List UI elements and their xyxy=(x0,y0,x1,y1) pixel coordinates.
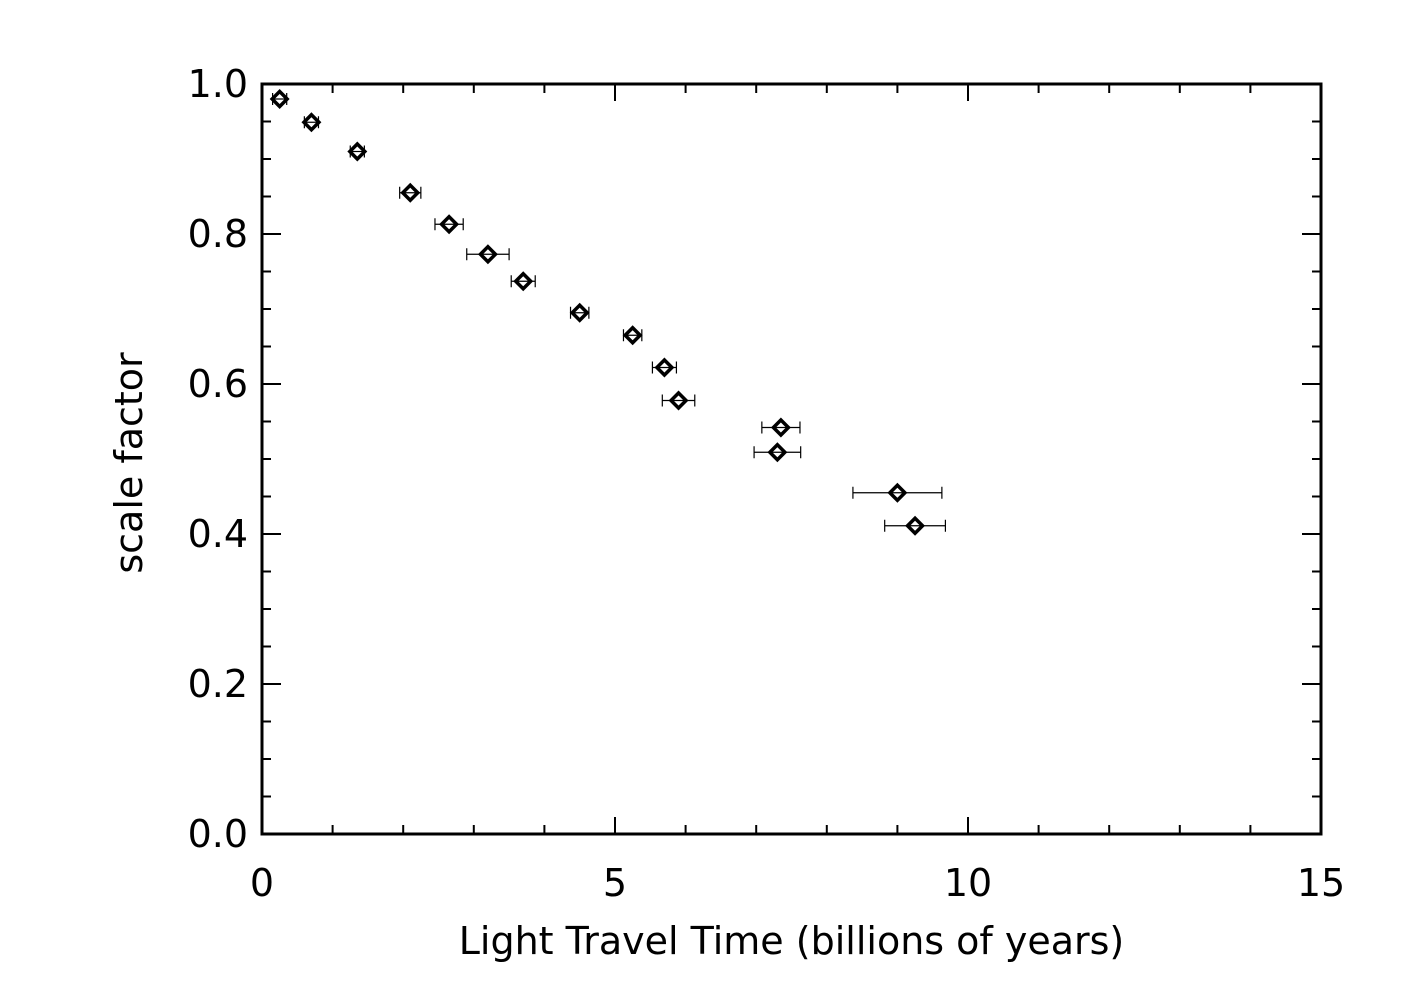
data-points xyxy=(269,89,926,536)
data-point xyxy=(668,390,689,411)
y-tick-label: 0.6 xyxy=(188,362,248,406)
data-point xyxy=(513,271,534,292)
x-tick-label: 0 xyxy=(250,861,274,905)
data-point xyxy=(477,244,498,265)
data-point xyxy=(654,357,675,378)
data-point xyxy=(301,112,322,133)
x-tick-labels: 0 5 10 15 xyxy=(250,861,1345,905)
y-tick-label: 0.4 xyxy=(188,512,248,556)
data-point xyxy=(569,302,590,323)
y-tick-label: 0.8 xyxy=(188,212,248,256)
data-point xyxy=(269,89,290,109)
data-point xyxy=(400,182,421,203)
y-tick-label: 1.0 xyxy=(188,62,248,106)
x-axis-title: Light Travel Time (billions of years) xyxy=(459,919,1125,963)
x-tick-label: 10 xyxy=(944,861,992,905)
data-point xyxy=(439,214,460,235)
data-point xyxy=(770,417,791,438)
data-point xyxy=(347,141,368,162)
y-tick-labels: 0.0 0.2 0.4 0.6 0.8 1.0 xyxy=(188,62,248,856)
y-axis-title: scale factor xyxy=(107,352,151,574)
data-point xyxy=(767,442,788,463)
data-point xyxy=(905,515,926,536)
data-point xyxy=(887,482,908,503)
plot-frame xyxy=(260,82,1323,836)
x-tick-label: 5 xyxy=(603,861,627,905)
data-point xyxy=(622,325,643,346)
x-tick-label: 15 xyxy=(1297,861,1345,905)
y-tick-label: 0.0 xyxy=(188,812,248,856)
error-bars xyxy=(271,93,947,532)
y-tick-label: 0.2 xyxy=(188,662,248,706)
